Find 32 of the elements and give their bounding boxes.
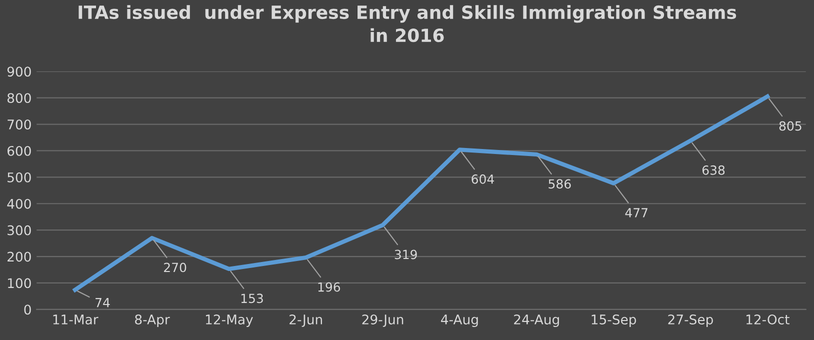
- data-label: 196: [318, 282, 340, 292]
- data-label: 586: [548, 179, 571, 189]
- data-label: 270: [164, 262, 186, 272]
- x-tick-label: 29-Jun: [362, 314, 404, 327]
- data-label: 153: [241, 294, 263, 304]
- y-tick-label: 200: [8, 252, 31, 262]
- x-tick-label: 8-Apr: [135, 314, 170, 328]
- y-tick-label: 700: [8, 120, 31, 130]
- x-tick-label: 11-Mar: [53, 314, 98, 324]
- x-tick-label: 27-Sep: [668, 314, 713, 328]
- x-tick-label: 24-Aug: [514, 314, 559, 328]
- data-label: 805: [779, 121, 802, 131]
- data-label: 604: [472, 174, 494, 184]
- y-tick-label: 400: [7, 198, 31, 209]
- data-label: 477: [625, 208, 648, 218]
- x-tick-label: 15-Sep: [592, 314, 636, 328]
- y-tick-label: 800: [7, 93, 31, 104]
- y-tick-label: 0: [24, 304, 31, 315]
- data-label: 638: [702, 165, 725, 175]
- y-tick-label: 100: [8, 278, 31, 288]
- data-label: 319: [394, 250, 417, 260]
- x-tick-label: 12-May: [206, 314, 253, 328]
- x-tick-label: 12-Oct: [746, 314, 790, 324]
- chart-title: ITAs issued under Express Entry and Skills Immigration Streams in 2016: [78, 5, 736, 42]
- y-tick-label: 500: [8, 172, 31, 182]
- x-tick-label: 2-Jun: [290, 314, 322, 327]
- x-tick-label: 4-Aug: [441, 314, 478, 328]
- y-tick-label: 900: [7, 66, 31, 77]
- line-series: [73, 94, 770, 292]
- y-tick-label: 600: [8, 146, 31, 156]
- data-label: 74: [96, 298, 110, 308]
- y-tick-label: 300: [8, 225, 31, 236]
